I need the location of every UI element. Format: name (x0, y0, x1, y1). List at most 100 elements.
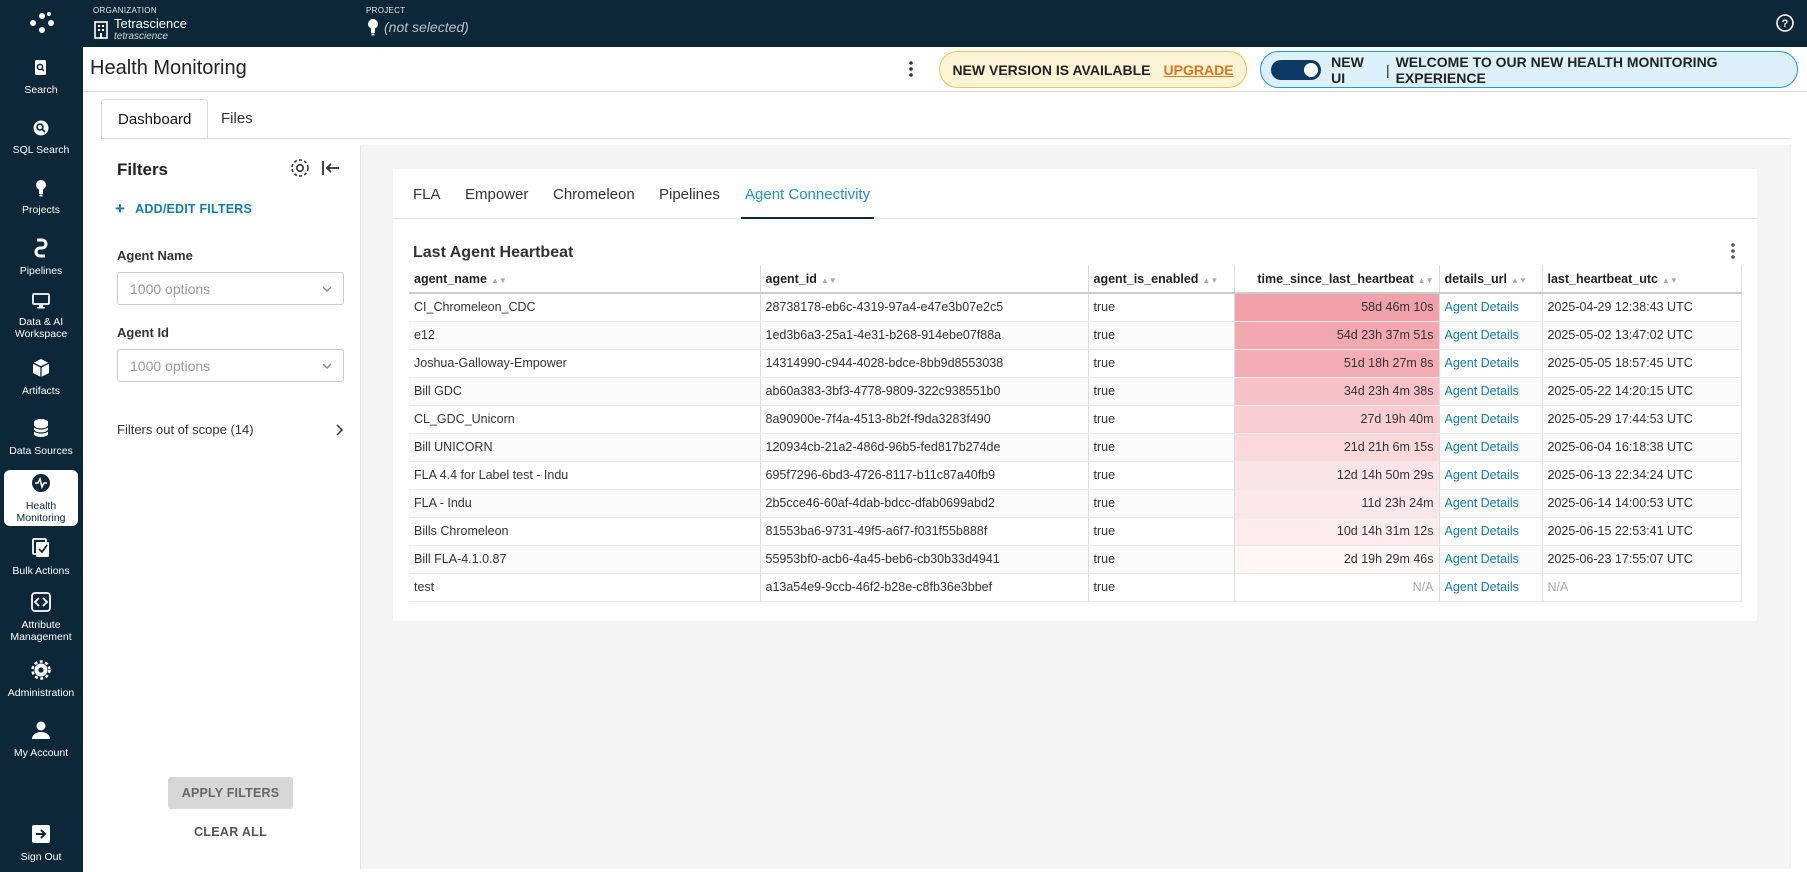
column-header-agent-enabled[interactable]: agent_is_enabled ▲▼ (1088, 265, 1235, 294)
agent-enabled-cell: true (1088, 489, 1235, 518)
upgrade-text: NEW VERSION IS AVAILABLE (952, 61, 1151, 78)
project-label: PROJECT (366, 6, 406, 15)
nav-item-data-sources[interactable]: Data Sources (4, 417, 78, 457)
column-header-agent-name[interactable]: agent_name ▲▼ (409, 265, 761, 294)
details-link[interactable]: Agent Details (1439, 461, 1543, 490)
nav-item-administration[interactable]: Administration (4, 659, 78, 699)
column-header-agent-id[interactable]: agent_id ▲▼ (760, 265, 1089, 294)
tab-chromeleon[interactable]: Chromeleon (553, 186, 635, 203)
nav-item-bulk-actions[interactable]: Bulk Actions (4, 537, 78, 577)
table-row: FLA 4.4 for Label test - Indu 695f7296-6b… (409, 461, 1742, 490)
gear-icon[interactable] (289, 157, 311, 182)
sign-out-icon (31, 824, 51, 851)
time-since-heartbeat-cell: 2d 19h 29m 46s (1234, 545, 1440, 574)
nav-item-label: Data Sources (9, 444, 73, 457)
filters-panel: Filters + ADD/EDIT FILTERS Agent Name 10… (101, 145, 360, 872)
agent-enabled-cell: true (1088, 321, 1235, 350)
last-heartbeat-utc-cell: 2025-05-02 13:47:02 UTC (1542, 321, 1742, 350)
last-heartbeat-utc-cell: 2025-05-05 18:57:45 UTC (1542, 349, 1742, 378)
tab-dashboard[interactable]: Dashboard (101, 99, 209, 139)
details-link[interactable]: Agent Details (1439, 377, 1543, 406)
agent-enabled-cell: true (1088, 573, 1235, 602)
nav-item-attribute-management[interactable]: Attribute Management (4, 591, 78, 643)
details-link[interactable]: Agent Details (1439, 517, 1543, 546)
nav-item-pipelines[interactable]: Pipelines (4, 237, 78, 277)
nav-item-data-ai-workspace[interactable]: Data & AI Workspace (4, 292, 78, 340)
agent-enabled-cell: true (1088, 349, 1235, 378)
tab-pipelines[interactable]: Pipelines (659, 186, 720, 203)
agent-name-cell: Bill UNICORN (409, 433, 761, 462)
agent-enabled-cell: true (1088, 545, 1235, 574)
agent-enabled-cell: true (1088, 293, 1235, 322)
nav-item-health-monitoring[interactable]: Health Monitoring (4, 470, 78, 526)
details-link[interactable]: Agent Details (1439, 545, 1543, 574)
agent-id-label: Agent Id (117, 325, 169, 340)
details-link[interactable]: Agent Details (1439, 405, 1543, 434)
gear-icon (31, 659, 51, 687)
project-selector[interactable]: PROJECT (not selected) (366, 6, 469, 36)
upgrade-link[interactable]: UPGRADE (1163, 61, 1234, 78)
column-header-last-heartbeat-utc[interactable]: last_heartbeat_utc ▲▼ (1542, 265, 1742, 294)
clear-all-button[interactable]: CLEAR ALL (193, 825, 268, 839)
details-link[interactable]: Agent Details (1439, 489, 1543, 518)
details-link[interactable]: Agent Details (1439, 321, 1543, 350)
details-link[interactable]: Agent Details (1439, 293, 1543, 322)
details-link[interactable]: Agent Details (1439, 573, 1543, 602)
sort-icon[interactable]: ▲▼ (1511, 275, 1527, 285)
column-header-details-url[interactable]: details_url ▲▼ (1439, 265, 1543, 294)
apply-filters-button[interactable]: APPLY FILTERS (168, 777, 293, 809)
sort-icon[interactable]: ▲▼ (490, 275, 507, 285)
organization-selector[interactable]: ORGANIZATION Tetrascience tetrascience (93, 6, 187, 42)
health-icon (31, 473, 51, 500)
sort-icon[interactable]: ▲▼ (1661, 275, 1678, 285)
time-since-heartbeat-cell: 34d 23h 4m 38s (1234, 377, 1440, 406)
nav-item-label: Search (24, 83, 58, 96)
nav-item-search[interactable]: Search (4, 57, 78, 97)
agent-name-select[interactable]: 1000 options (117, 272, 344, 305)
nav-item-label: Data & AI Workspace (14, 315, 68, 340)
column-header-time-since-heartbeat[interactable]: time_since_last_heartbeat ▲▼ (1234, 265, 1440, 294)
chevron-right-icon (336, 423, 344, 436)
toggle-knob (1304, 62, 1319, 77)
agent-name-cell: FLA 4.4 for Label test - Indu (409, 461, 761, 490)
new-ui-label: NEW UI (1331, 53, 1364, 86)
sort-icon[interactable]: ▲▼ (1417, 275, 1434, 285)
tab-empower[interactable]: Empower (465, 186, 529, 203)
time-since-heartbeat-cell: 54d 23h 37m 51s (1234, 321, 1440, 350)
nav-item-projects[interactable]: Projects (4, 177, 78, 217)
filters-out-of-scope[interactable]: Filters out of scope (14) (117, 422, 344, 437)
tab-fla[interactable]: FLA (413, 186, 441, 203)
agent-id-select[interactable]: 1000 options (117, 349, 344, 382)
agent-name-cell: CL_GDC_Unicorn (409, 405, 761, 434)
collapse-panel-icon[interactable] (320, 157, 342, 182)
add-edit-filters-button[interactable]: + ADD/EDIT FILTERS (115, 199, 252, 219)
plus-icon: + (115, 199, 126, 218)
last-heartbeat-utc-cell: N/A (1542, 573, 1742, 602)
sort-icon[interactable]: ▲▼ (820, 275, 837, 285)
last-heartbeat-utc-cell: 2025-06-15 22:53:41 UTC (1542, 517, 1742, 546)
time-since-heartbeat-cell: 11d 23h 24m (1234, 489, 1440, 518)
agent-name-cell: Bill FLA-4.1.0.87 (409, 545, 761, 574)
details-link[interactable]: Agent Details (1439, 349, 1543, 378)
tetrascience-logo-icon[interactable] (0, 8, 83, 38)
nav-item-sql-search[interactable]: SQL Search (4, 117, 78, 157)
left-nav: Search SQL Search Projects Pipelines Data & … (0, 0, 83, 872)
nav-item-artifacts[interactable]: Artifacts (4, 357, 78, 397)
help-icon[interactable]: ? (1775, 13, 1795, 36)
nav-item-sign-out[interactable]: Sign Out (4, 823, 78, 863)
last-heartbeat-utc-cell: 2025-06-23 17:55:07 UTC (1542, 545, 1742, 574)
tab-agent-connectivity[interactable]: Agent Connectivity (741, 186, 875, 219)
details-link[interactable]: Agent Details (1439, 433, 1543, 462)
sort-icon[interactable]: ▲▼ (1202, 275, 1219, 285)
database-icon (33, 418, 49, 445)
add-edit-filters-label: ADD/EDIT FILTERS (135, 202, 252, 216)
new-ui-toggle[interactable] (1271, 59, 1322, 80)
nav-item-my-account[interactable]: My Account (4, 719, 78, 759)
agent-id-cell: a13a54e9-9ccb-46f2-b28e-c8fb36e3bbef (760, 573, 1089, 602)
table-row: CI_Chromeleon_CDC 28738178-eb6c-4319-97a4… (409, 293, 1742, 322)
agent-id-cell: 120934cb-21a2-486d-96b5-fed817b274de (760, 433, 1089, 462)
chart-options-icon[interactable] (1730, 241, 1736, 264)
more-options-icon[interactable] (908, 59, 914, 82)
filters-title: Filters (117, 160, 169, 179)
tab-files[interactable]: Files (221, 110, 253, 127)
